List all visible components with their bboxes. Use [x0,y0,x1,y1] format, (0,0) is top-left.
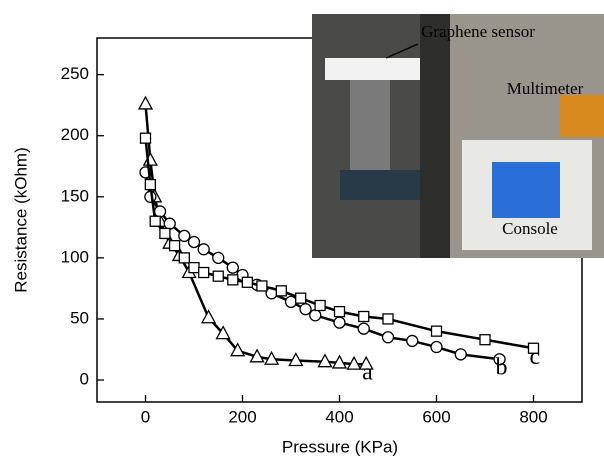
y-tick-label: 100 [61,247,89,266]
marker [200,309,217,324]
marker [212,251,225,265]
marker [527,342,540,354]
x-tick-label: 800 [519,407,547,426]
console-screen [492,162,560,218]
marks: 0 200 400 600 800 0 50 100 150 200 250 a b c [61,64,548,426]
marker [382,313,394,325]
marker [168,240,181,252]
y-tick-label: 250 [61,64,89,83]
marker [358,355,374,370]
marker [317,353,333,368]
marker [241,276,254,288]
marker [430,340,443,354]
marker [163,217,176,230]
marker [406,334,419,348]
marker [226,261,239,274]
marker [309,309,322,322]
base [340,170,420,200]
marker [215,325,231,340]
marker [288,352,304,367]
y-tick-label: 150 [61,186,89,205]
inset-label: Console [502,219,558,238]
x-tick-label: 600 [422,407,450,426]
marker [357,322,370,335]
marker [493,353,506,366]
marker [314,299,326,312]
y-axis-label: Resistance (kOhm) [11,147,30,292]
marker [299,303,312,316]
marker [149,215,161,227]
x-tick-label: 200 [228,407,256,426]
series-label: a [362,360,373,386]
marker [198,266,210,279]
marker [331,354,348,369]
marker [479,334,491,346]
y-tick-label: 50 [70,308,89,327]
y-tick-label: 200 [61,125,89,144]
marker [381,331,395,344]
series-label: c [530,344,541,370]
marker [295,292,307,304]
marker [358,310,370,323]
marker [333,305,346,318]
multimeter-body [560,95,604,137]
marker [230,342,246,357]
marker [212,270,224,282]
x-tick-label: 0 [141,407,150,426]
marker [144,178,157,191]
x-tick-label: 400 [325,407,353,426]
marker [275,285,287,297]
marker [137,95,154,110]
marker [142,151,158,166]
column [420,14,450,258]
y-tick-label: 0 [80,369,89,388]
marker [430,325,443,337]
marker [178,229,191,243]
pointer-arrow [385,43,419,59]
marker [187,235,201,249]
marker [454,348,467,361]
marker [256,280,268,292]
inset-photo: Graphene sensor Multimeter Console [312,14,604,258]
inset-label: Multimeter [507,79,584,98]
marker [346,355,362,370]
clamp [350,80,390,170]
marker [188,261,200,274]
marker [178,252,190,264]
marker [197,243,210,256]
marker [227,274,239,286]
sensor-pad [325,58,420,80]
inset-label: Graphene sensor [421,22,535,41]
marker [139,132,152,144]
marker [153,205,167,218]
marker [264,350,280,365]
series-label: b [496,355,508,381]
x-axis-label: Pressure (KPa) [282,437,398,456]
marker [284,295,298,308]
marker [159,227,171,240]
marker [249,348,265,363]
marker [333,316,346,329]
